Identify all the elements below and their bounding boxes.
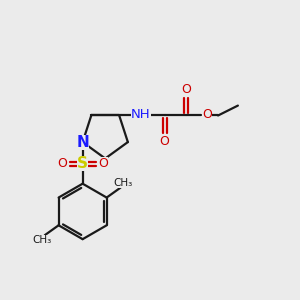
- Text: S: S: [77, 156, 88, 171]
- Text: NH: NH: [131, 108, 151, 121]
- Text: O: O: [160, 135, 170, 148]
- Text: N: N: [76, 135, 89, 150]
- Text: O: O: [98, 158, 108, 170]
- Text: CH₃: CH₃: [32, 235, 51, 245]
- Text: N: N: [76, 135, 89, 150]
- Text: O: O: [202, 108, 212, 121]
- Text: CH₃: CH₃: [114, 178, 133, 188]
- Text: O: O: [182, 83, 191, 96]
- Text: O: O: [57, 158, 67, 170]
